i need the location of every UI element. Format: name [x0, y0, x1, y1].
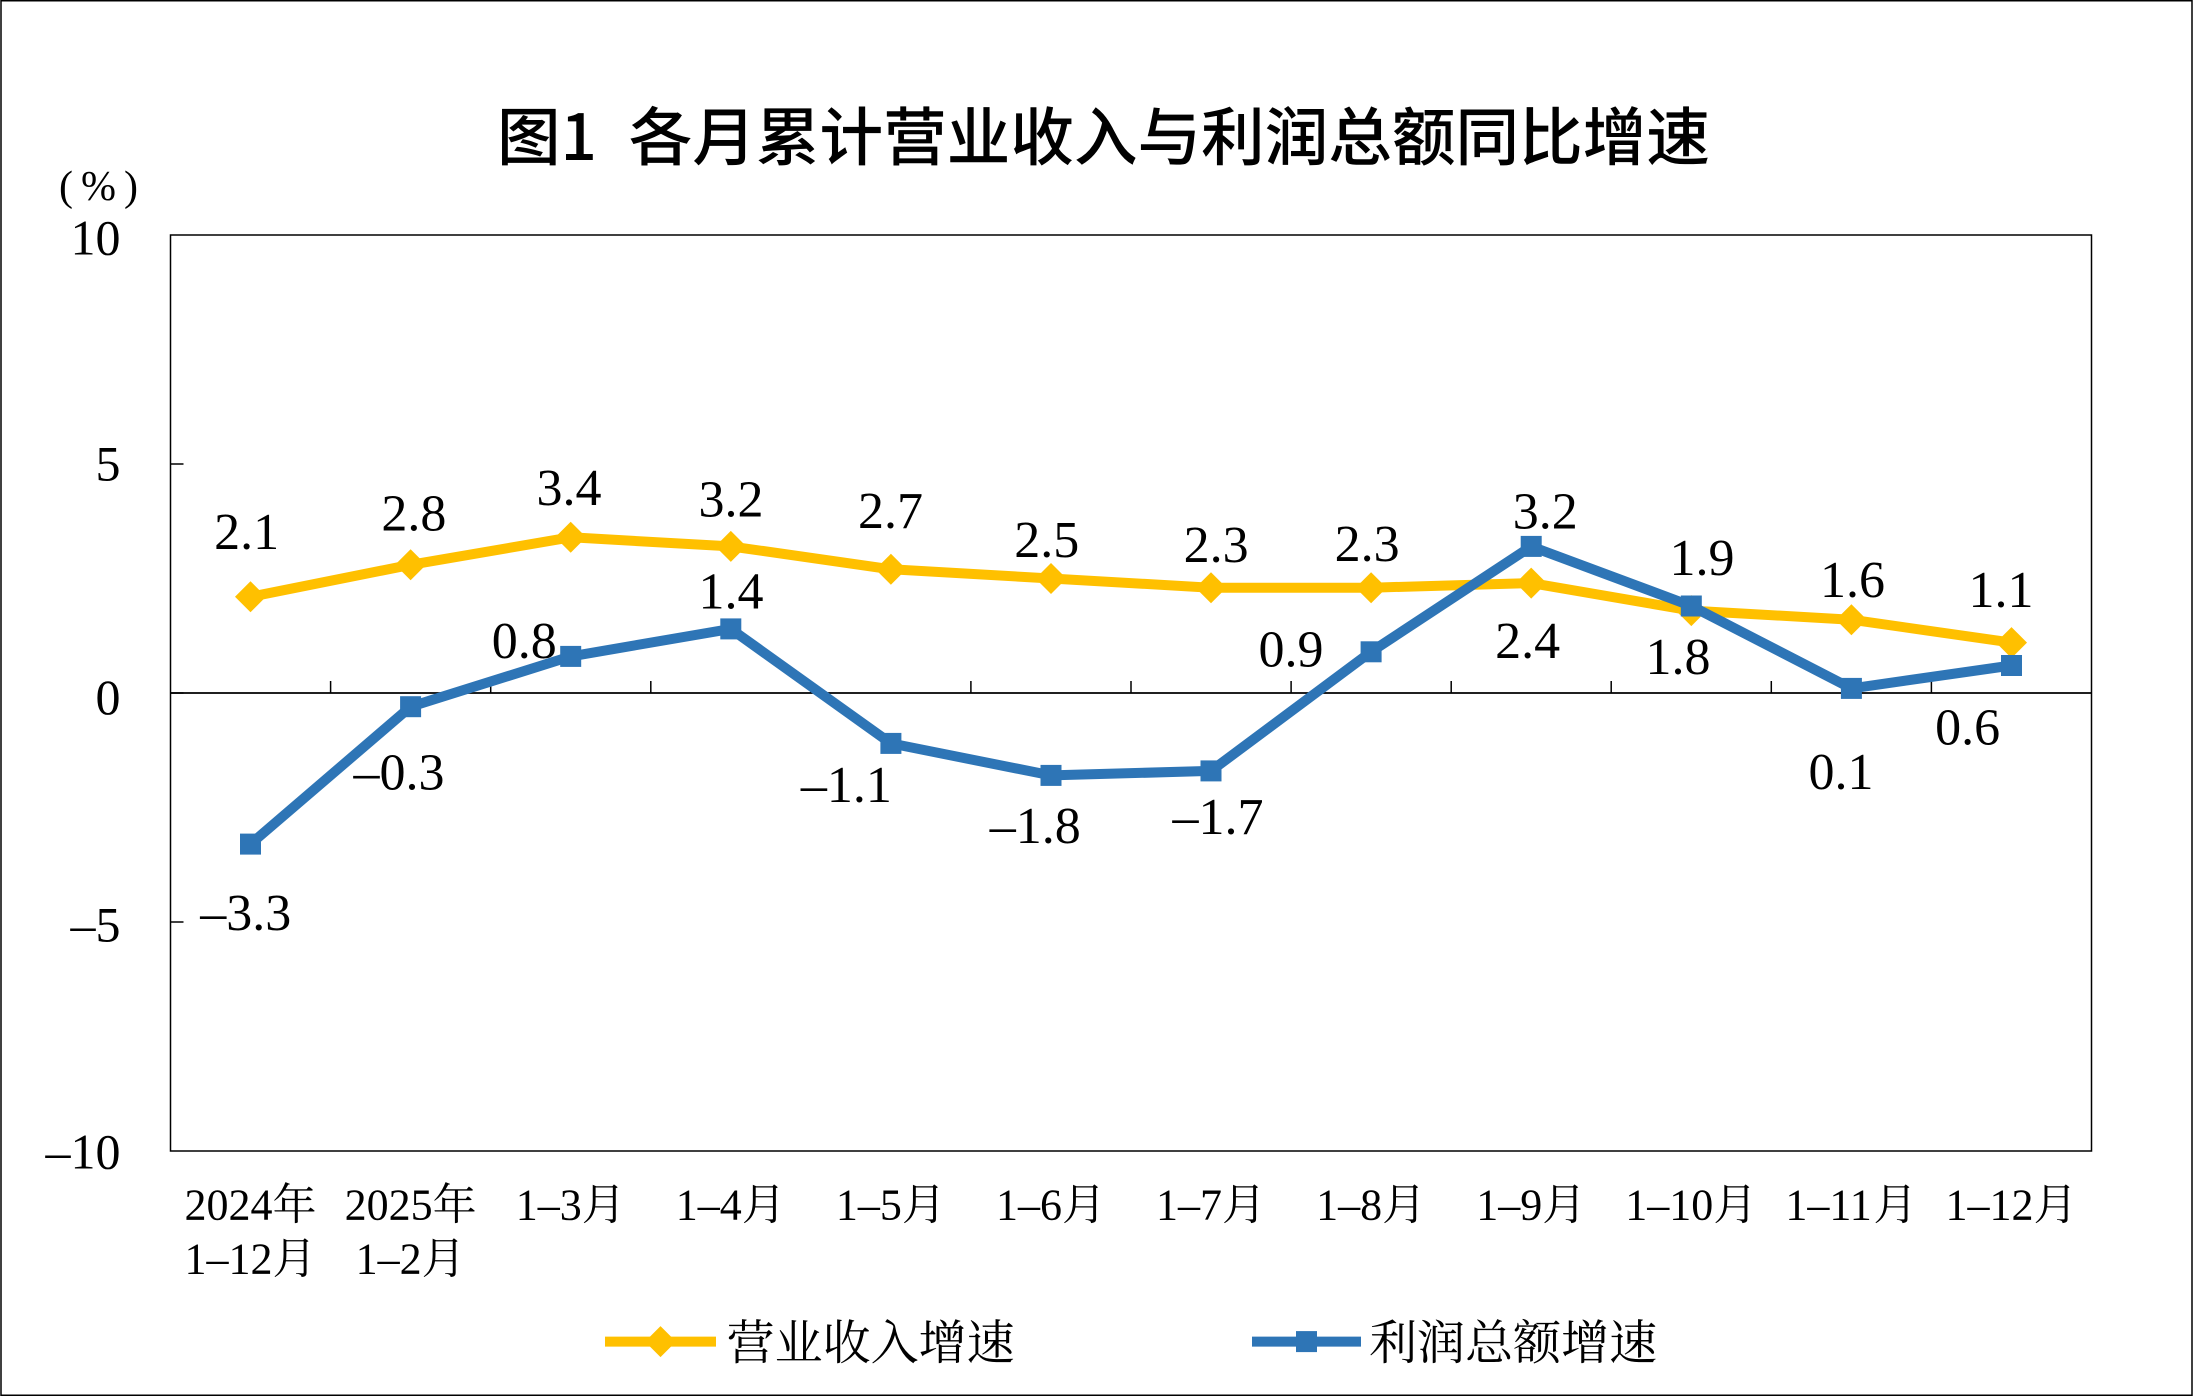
svg-text:1–4: 1–4: [676, 1181, 742, 1230]
svg-text:–1.8: –1.8: [989, 798, 1081, 855]
svg-text:0: 0: [96, 669, 121, 725]
svg-text:1.8: 1.8: [1646, 629, 1711, 686]
svg-text:5: 5: [96, 436, 121, 492]
svg-text:1–9: 1–9: [1476, 1181, 1542, 1230]
svg-text:–0.3: –0.3: [353, 744, 445, 801]
svg-text:2.3: 2.3: [1335, 516, 1400, 573]
svg-text:2.3: 2.3: [1184, 517, 1249, 574]
svg-text:0.8: 0.8: [492, 613, 557, 670]
svg-text:2024: 2024: [185, 1181, 273, 1230]
svg-text:1–2: 1–2: [356, 1235, 422, 1284]
svg-text:3.2: 3.2: [1513, 483, 1578, 540]
svg-text:–5: –5: [70, 897, 121, 953]
svg-text:1–11: 1–11: [1785, 1181, 1871, 1230]
svg-text:–10: –10: [45, 1124, 121, 1180]
svg-text:1.6: 1.6: [1820, 552, 1885, 609]
svg-text:2.1: 2.1: [214, 504, 279, 561]
svg-text:1.4: 1.4: [699, 563, 764, 620]
svg-text:–1.7: –1.7: [1172, 789, 1264, 846]
svg-text:1–5: 1–5: [836, 1181, 902, 1230]
svg-text:2025: 2025: [345, 1181, 433, 1230]
svg-text:1–6: 1–6: [996, 1181, 1062, 1230]
svg-text:10: 10: [71, 210, 121, 266]
svg-text:1–3: 1–3: [516, 1181, 582, 1230]
svg-text:1.9: 1.9: [1670, 530, 1735, 587]
svg-text:–1.1: –1.1: [800, 757, 892, 814]
svg-text:0.9: 0.9: [1259, 622, 1324, 679]
svg-text:1–12: 1–12: [1946, 1181, 2034, 1230]
svg-text:(%): (%): [59, 164, 146, 210]
svg-text:2.7: 2.7: [858, 483, 923, 540]
svg-text:0.1: 0.1: [1809, 744, 1874, 801]
svg-text:2.4: 2.4: [1495, 613, 1560, 670]
svg-text:–3.3: –3.3: [199, 885, 291, 942]
svg-text:2.5: 2.5: [1014, 512, 1079, 569]
svg-text:2.8: 2.8: [381, 486, 446, 543]
svg-text:3.2: 3.2: [699, 472, 764, 529]
svg-text:1–7: 1–7: [1156, 1181, 1222, 1230]
svg-text:1.1: 1.1: [1969, 562, 2034, 619]
svg-text:1–8: 1–8: [1316, 1181, 1382, 1230]
svg-text:0.6: 0.6: [1935, 699, 2000, 756]
svg-text:1–10: 1–10: [1625, 1181, 1713, 1230]
svg-text:1–12: 1–12: [185, 1235, 273, 1284]
svg-text:3.4: 3.4: [537, 460, 602, 517]
